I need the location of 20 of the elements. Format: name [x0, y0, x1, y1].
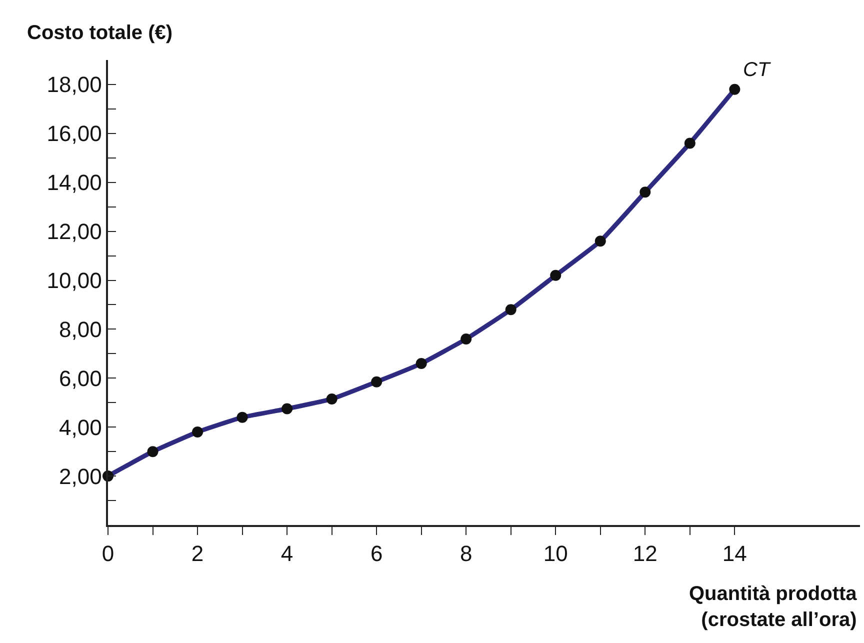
x-tick-label: 12 [632, 541, 658, 566]
x-tick-label: 2 [191, 541, 204, 566]
y-axis-title: Costo totale (€) [27, 22, 173, 44]
x-tick-label: 10 [543, 541, 568, 566]
y-tick-label: 4,00 [59, 414, 102, 440]
x-axis-title: Quantità prodotta (crostate all’ora) [689, 583, 858, 631]
x-tick-label: 14 [722, 541, 747, 566]
x-tick-label: 8 [460, 541, 472, 566]
y-tick-label: 10,00 [46, 268, 102, 293]
y-tick-label: 16,00 [46, 121, 102, 146]
y-tick-label: 6,00 [59, 366, 102, 391]
y-tick-label: 14,00 [46, 170, 102, 196]
y-tick-label: 8,00 [59, 316, 102, 342]
series-label: CT [743, 59, 772, 81]
y-tick-label: 2,00 [59, 464, 102, 489]
x-tick-label: 4 [280, 541, 294, 566]
x-tick-label: 0 [102, 541, 114, 566]
x-tick-label: 6 [370, 541, 383, 566]
y-tick-label: 18,00 [46, 72, 102, 98]
y-tick-label: 12,00 [46, 219, 102, 244]
